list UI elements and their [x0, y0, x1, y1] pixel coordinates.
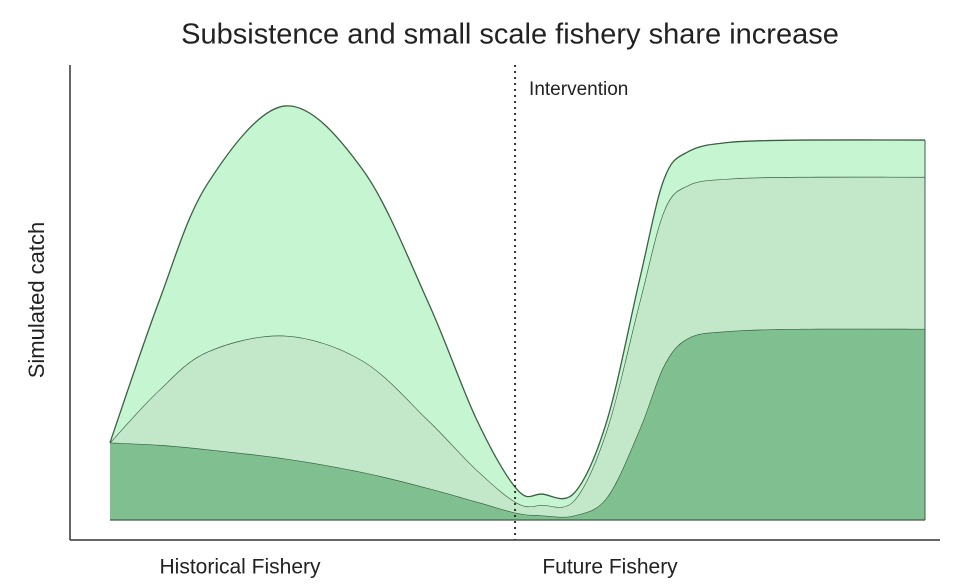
chart-title: Subsistence and small scale fishery shar…: [181, 19, 839, 51]
region-label: Future Fishery: [542, 556, 678, 579]
area-edge: [109, 176, 926, 508]
areas: [109, 105, 926, 521]
area-edge: [109, 105, 926, 500]
y-axis-label: Simulated catch: [24, 222, 49, 379]
region-label: Historical Fishery: [159, 556, 321, 579]
area: [110, 105, 925, 508]
area: [110, 176, 925, 517]
area: [110, 328, 925, 520]
annotation: Intervention: [529, 79, 628, 100]
